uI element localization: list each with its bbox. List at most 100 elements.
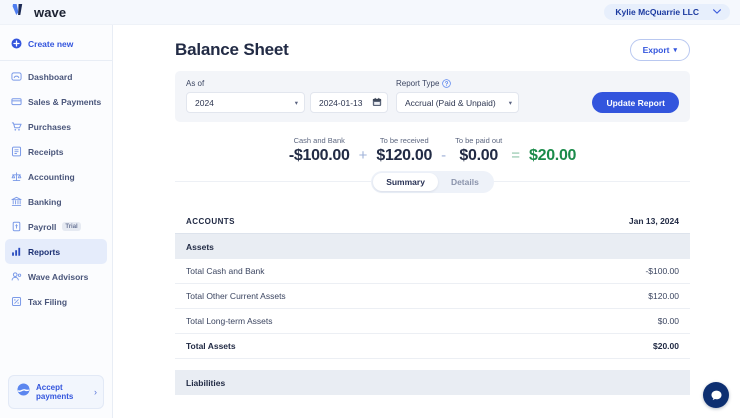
bank-icon xyxy=(11,196,22,207)
summary-term-label: To be paid out xyxy=(455,136,503,145)
report-type-select[interactable]: Accrual (Paid & Unpaid) ▾ xyxy=(396,92,519,113)
sidebar-item-label: Purchases xyxy=(28,121,71,132)
sidebar-item-label: Dashboard xyxy=(28,71,73,82)
accept-payments-card[interactable]: Accept payments › xyxy=(8,375,104,409)
table-spacer xyxy=(175,359,690,370)
card-icon xyxy=(11,96,22,107)
as-of-controls: 2024 ▾ 2024-01-13 xyxy=(186,92,388,113)
sidebar-item-label: Receipts xyxy=(28,146,64,157)
sidebar-item-label: Create new xyxy=(28,38,74,49)
summary-term-value: -$100.00 xyxy=(288,147,350,164)
report-type-value: Accrual (Paid & Unpaid) xyxy=(405,97,496,108)
sidebar-item-create-new[interactable]: Create new xyxy=(5,31,107,56)
as-of-label: As of xyxy=(186,79,205,88)
wave-logo-text: wave xyxy=(34,4,67,20)
summary-term-value: $0.00 xyxy=(459,147,498,164)
column-header-accounts: ACCOUNTS xyxy=(186,216,235,226)
payments-icon xyxy=(16,382,31,402)
year-select[interactable]: 2024 ▾ xyxy=(186,92,305,113)
wave-logo[interactable]: wave xyxy=(12,3,66,21)
summary-term-label: Cash and Bank xyxy=(293,136,345,145)
scale-icon xyxy=(11,171,22,182)
sidebar-divider xyxy=(0,60,112,61)
payroll-icon xyxy=(11,221,22,232)
sidebar-item-banking[interactable]: Banking xyxy=(5,189,107,214)
row-value: $20.00 xyxy=(653,341,679,351)
cart-icon xyxy=(11,121,22,132)
sidebar-item-label: Banking xyxy=(28,196,62,207)
update-report-button[interactable]: Update Report xyxy=(592,92,679,113)
sidebar-item-label: Sales & Payments xyxy=(28,96,102,107)
year-value: 2024 xyxy=(195,97,214,108)
report-type-label: Report Type xyxy=(396,79,519,88)
balance-sheet-table: ACCOUNTS Jan 13, 2024 Assets Total Cash … xyxy=(175,209,690,395)
table-row[interactable]: Total Other Current Assets $120.00 xyxy=(175,284,690,309)
top-bar: wave Kylie McQuarrie LLC xyxy=(0,0,740,25)
export-button[interactable]: Export ▾ xyxy=(629,39,690,61)
row-label: Total Long-term Assets xyxy=(186,316,273,326)
sidebar-item-accounting[interactable]: Accounting xyxy=(5,164,107,189)
section-label: Liabilities xyxy=(186,377,226,388)
calendar-icon[interactable] xyxy=(372,97,382,109)
row-label: Total Other Current Assets xyxy=(186,291,286,301)
operator-equals: = xyxy=(511,147,521,164)
question-circle-icon[interactable] xyxy=(442,79,452,88)
sidebar-item-tax-filing[interactable]: Tax Filing xyxy=(5,289,107,314)
export-label: Export xyxy=(642,45,670,55)
sidebar-item-reports[interactable]: Reports xyxy=(5,239,107,264)
date-value: 2024-01-13 xyxy=(319,97,363,108)
column-header-date: Jan 13, 2024 xyxy=(628,216,679,226)
table-row[interactable]: Total Long-term Assets $0.00 xyxy=(175,309,690,334)
org-switcher[interactable]: Kylie McQuarrie LLC xyxy=(604,4,730,20)
sidebar-item-label: Accounting xyxy=(28,171,75,182)
page-header: Balance Sheet Export ▾ xyxy=(175,25,690,61)
row-value: $0.00 xyxy=(657,316,679,326)
row-label: Total Cash and Bank xyxy=(186,266,265,276)
plus-circle-icon xyxy=(11,38,22,49)
filters-panel: As of 2024 ▾ 2024-01-13 xyxy=(175,71,690,122)
view-tabs: Summary Details xyxy=(371,171,494,193)
sidebar-item-label: Payroll xyxy=(28,221,57,232)
chevron-down-icon: ▾ xyxy=(294,99,298,107)
table-row-total-assets: Total Assets $20.00 xyxy=(175,334,690,359)
sidebar-item-label: Reports xyxy=(28,246,61,257)
summary-term-to-be-received: To be received $120.00 xyxy=(376,136,432,165)
sidebar-item-wave-advisors[interactable]: Wave Advisors xyxy=(5,264,107,289)
sidebar-item-sales-payments[interactable]: Sales & Payments xyxy=(5,89,107,114)
receipt-icon xyxy=(11,146,22,157)
summary-result-value: $20.00 xyxy=(529,147,577,164)
bar-chart-icon xyxy=(11,246,22,257)
sidebar-item-label: Wave Advisors xyxy=(28,271,89,282)
summary-term-value: $120.00 xyxy=(376,147,433,164)
gauge-icon xyxy=(11,71,22,82)
sidebar: Create new Dashboard Sales & Payments xyxy=(0,25,113,418)
sidebar-item-purchases[interactable]: Purchases xyxy=(5,114,107,139)
sidebar-item-dashboard[interactable]: Dashboard xyxy=(5,64,107,89)
section-label: Assets xyxy=(186,241,214,252)
date-input[interactable]: 2024-01-13 xyxy=(310,92,388,113)
chevron-right-icon: › xyxy=(94,387,97,397)
summary-term-cash-and-bank: Cash and Bank -$100.00 xyxy=(289,136,350,165)
operator-minus: - xyxy=(441,147,447,164)
row-label: Total Assets xyxy=(186,341,236,351)
as-of-group: As of 2024 ▾ 2024-01-13 xyxy=(186,79,388,113)
payroll-trial-badge: Trial xyxy=(62,222,81,231)
page-title: Balance Sheet xyxy=(175,40,289,59)
accept-payments-label: Accept payments xyxy=(36,382,74,401)
sidebar-item-payroll[interactable]: Payroll Trial xyxy=(5,214,107,239)
tab-details[interactable]: Details xyxy=(450,177,479,187)
summary-term-label: To be received xyxy=(379,136,429,145)
table-row[interactable]: Total Cash and Bank -$100.00 xyxy=(175,259,690,284)
tab-summary[interactable]: Summary xyxy=(373,173,438,191)
view-tabs-wrap: Summary Details xyxy=(175,171,690,193)
chat-bubble-icon[interactable] xyxy=(703,382,729,408)
report-type-group: Report Type Accrual (Paid & Unpaid) ▾ xyxy=(396,79,519,113)
summary-result: $20.00 xyxy=(529,147,576,165)
body-split: Create new Dashboard Sales & Payments xyxy=(0,25,740,418)
sidebar-item-receipts[interactable]: Receipts xyxy=(5,139,107,164)
wave-logo-icon xyxy=(12,3,29,21)
operator-plus: + xyxy=(358,147,368,164)
table-section-liabilities: Liabilities xyxy=(175,370,690,395)
summary-equation: Cash and Bank -$100.00 + To be received … xyxy=(175,136,690,165)
